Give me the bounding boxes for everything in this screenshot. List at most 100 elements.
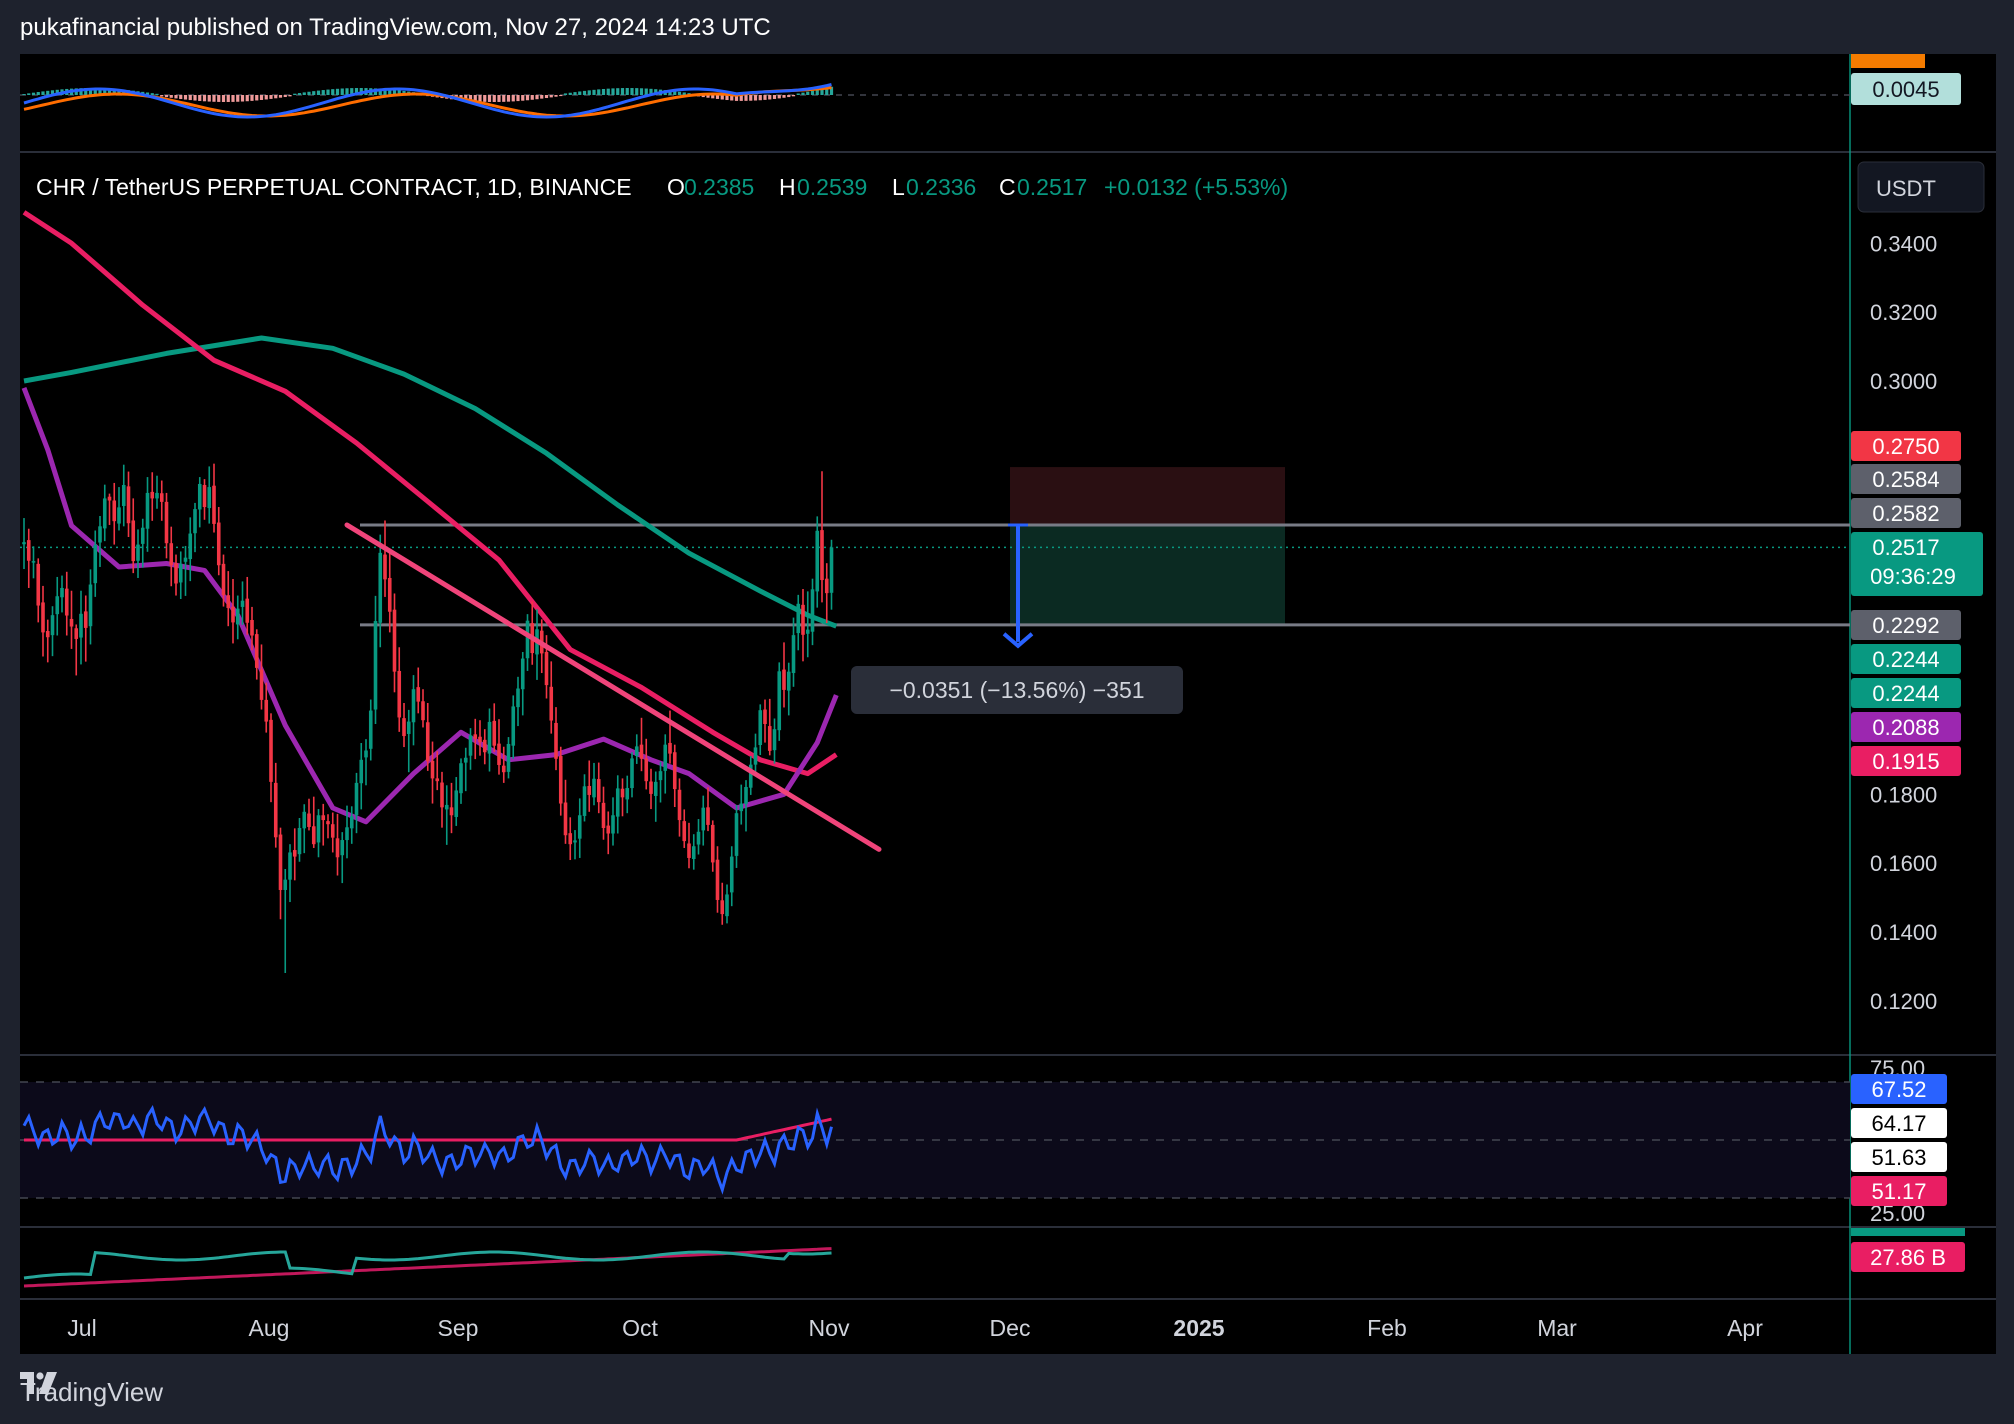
candle (554, 707, 558, 771)
candle-body (582, 786, 587, 816)
candle (74, 624, 79, 676)
candle (307, 798, 311, 831)
candle (568, 817, 573, 861)
macd-histogram-bar (307, 91, 311, 95)
macd-histogram-bar (772, 95, 777, 99)
macd-histogram-bar (730, 95, 734, 101)
candle-body (801, 604, 805, 635)
macd-histogram-bar (806, 91, 810, 95)
candle (69, 590, 74, 649)
macd-histogram-bar (117, 89, 121, 95)
price-tick-label: 0.1400 (1870, 920, 1937, 945)
candle-body (767, 726, 772, 751)
candle (155, 475, 159, 509)
macd-histogram-bar (264, 95, 268, 100)
candle (288, 844, 292, 903)
time-axis-label: 2025 (1173, 1315, 1224, 1341)
candle-body (26, 540, 31, 561)
macd-histogram-bar (316, 90, 321, 95)
candle (658, 761, 663, 803)
candle-body (720, 900, 725, 915)
price-label-text: 0.2292 (1872, 613, 1939, 638)
candle-body (283, 879, 288, 890)
candle (235, 595, 240, 640)
macd-histogram-bar (725, 95, 729, 101)
candle (55, 576, 60, 636)
candle (302, 804, 307, 854)
candle (88, 569, 93, 645)
candle (41, 585, 45, 657)
macd-histogram-bar (354, 88, 359, 95)
macd-histogram-bar (226, 95, 230, 102)
candle (64, 571, 69, 636)
candle-body (544, 652, 549, 686)
candle (221, 554, 226, 607)
candle (615, 775, 620, 834)
candle (136, 529, 140, 578)
candle (387, 552, 392, 633)
price-label (1851, 431, 1961, 461)
measure-label-text: −0.0351 (−13.56%) −351 (889, 677, 1144, 703)
candle-body (691, 846, 696, 859)
price-tick-label: 0.3200 (1870, 300, 1937, 325)
candle-body (345, 827, 349, 841)
candle (701, 795, 706, 846)
candle (226, 571, 231, 627)
tradingview-logo-icon (20, 1372, 57, 1394)
price-tick-label: 0.3000 (1870, 369, 1937, 394)
candle (435, 751, 440, 791)
candle (729, 846, 734, 907)
candle (31, 546, 36, 579)
macd-histogram-bar (112, 88, 116, 95)
macd-histogram-bar (278, 95, 283, 98)
tradingview-logo[interactable]: TradingView (20, 1372, 163, 1412)
macd-histogram-bar (473, 95, 477, 102)
macd-histogram-bar (350, 88, 354, 95)
candle (197, 477, 202, 528)
candle-body (463, 757, 468, 763)
currency-button-label: USDT (1876, 176, 1936, 201)
macd-histogram-bar (340, 88, 344, 95)
countdown-text: 09:36:29 (1870, 564, 1956, 589)
rsi-value-label (1851, 1108, 1947, 1138)
time-axis-label: Nov (809, 1315, 850, 1341)
candle (625, 775, 630, 814)
macd-histogram-bar (625, 88, 629, 95)
candle-body (715, 859, 720, 900)
macd-histogram-bar (245, 95, 249, 102)
candle (663, 734, 668, 794)
candle (516, 676, 520, 727)
candle-body (563, 802, 568, 836)
pane-separator (20, 1054, 1996, 1056)
candle-body (596, 779, 601, 803)
rsi-value-label (1851, 1176, 1947, 1206)
rsi-value-label (1851, 1142, 1947, 1172)
candle (292, 828, 297, 881)
macd-histogram-bar (55, 89, 59, 95)
macd-histogram-bar (103, 88, 107, 95)
macd-histogram-bar (250, 95, 254, 101)
candle-body (482, 739, 487, 753)
candle-body (739, 803, 744, 812)
macd-histogram-bar (288, 95, 292, 97)
candle (278, 827, 283, 920)
candle-body (392, 609, 397, 672)
candle-body (340, 840, 345, 856)
candle-body (663, 744, 668, 771)
candle (93, 530, 98, 597)
ohlc-legend-value: L (892, 174, 905, 200)
macd-histogram-bar (255, 95, 259, 101)
candle (739, 784, 744, 825)
candle-body (577, 815, 582, 839)
candle-body (782, 669, 786, 690)
candle (145, 477, 150, 552)
macd-histogram-bar (392, 89, 397, 95)
price-label (1851, 644, 1961, 674)
candle (345, 805, 349, 859)
candle (416, 667, 421, 714)
candle-body (193, 509, 197, 534)
macd-histogram-bar (563, 93, 568, 95)
macd-histogram-bar (169, 95, 173, 98)
candle-body (440, 782, 444, 808)
